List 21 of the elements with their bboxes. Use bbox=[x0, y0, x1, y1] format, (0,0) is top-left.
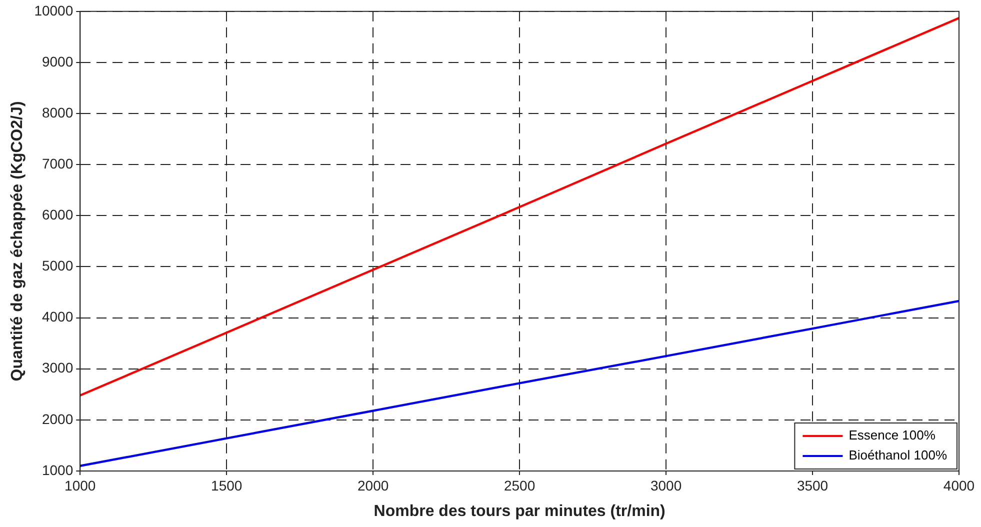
x-tick-label: 1500 bbox=[211, 477, 242, 494]
x-tick-label: 3000 bbox=[650, 477, 682, 494]
x-tick-label: 2000 bbox=[358, 477, 389, 494]
y-tick-label: 9000 bbox=[42, 53, 74, 70]
y-tick-label: 6000 bbox=[42, 206, 74, 223]
x-tick-label: 2500 bbox=[504, 477, 536, 494]
y-tick-label: 2000 bbox=[42, 410, 74, 427]
legend-label: Bioéthanol 100% bbox=[848, 448, 948, 463]
y-tick-label: 7000 bbox=[42, 155, 74, 172]
y-axis-title: Quantité de gaz échappée (KgCO2/J) bbox=[9, 101, 26, 382]
y-tick-label: 8000 bbox=[42, 104, 74, 120]
y-tick-label: 5000 bbox=[42, 258, 74, 274]
x-tick-label: 4000 bbox=[943, 477, 975, 494]
y-tick-label: 10000 bbox=[34, 2, 74, 18]
legend-label: Essence 100% bbox=[848, 428, 936, 443]
x-axis-title: Nombre des tours par minutes (tr/min) bbox=[374, 502, 666, 520]
y-tick-label: 1000 bbox=[42, 462, 74, 478]
x-tick-label: 1000 bbox=[64, 477, 96, 494]
y-tick-label: 3000 bbox=[42, 360, 74, 376]
x-tick-label: 3500 bbox=[796, 477, 828, 494]
y-tick-label: 4000 bbox=[42, 308, 74, 325]
